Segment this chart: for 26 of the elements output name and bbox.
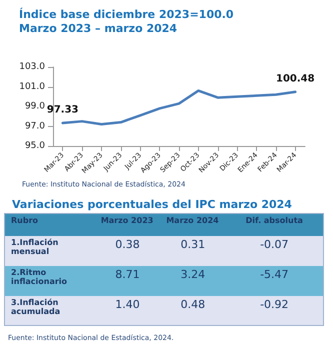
text: Marzo 2024 (165, 215, 220, 227)
text: Marzo 2023 (100, 215, 154, 227)
y-tick-label: 97.0 (24, 121, 46, 132)
text: 3.24 (180, 266, 206, 282)
chart-title: Índice base diciembre 2023=100.0 (19, 7, 234, 21)
text: 0.38 (114, 236, 141, 252)
text: 2.Ritmo inflacionario (10, 266, 68, 288)
text: 1.40 (114, 296, 141, 312)
y-tick-label: 101.0 (19, 82, 46, 92)
y-tick-label: 99.0 (24, 102, 46, 112)
text: Rubro (10, 215, 40, 227)
text: 3.Inflación acumulada (10, 296, 62, 318)
text: Variaciones porcentuales del IPC marzo 2024 (11, 197, 293, 213)
text: 8.71 (114, 266, 141, 282)
data-label: 97.33 (46, 104, 79, 116)
text: -5.47 (259, 266, 290, 282)
y-tick-label: 95.0 (24, 141, 46, 151)
y-tick-label: 103.0 (19, 62, 46, 72)
text: Dif. absoluta (244, 215, 304, 227)
text: 1.Inflación mensual (10, 236, 60, 258)
text: 0.48 (180, 296, 206, 312)
text: -0.07 (259, 236, 290, 252)
text: -0.92 (259, 296, 290, 312)
text: 0.31 (180, 236, 206, 252)
chart-subtitle: Marzo 2023 – marzo 2024 (19, 22, 178, 35)
data-label: 100.48 (276, 73, 315, 84)
